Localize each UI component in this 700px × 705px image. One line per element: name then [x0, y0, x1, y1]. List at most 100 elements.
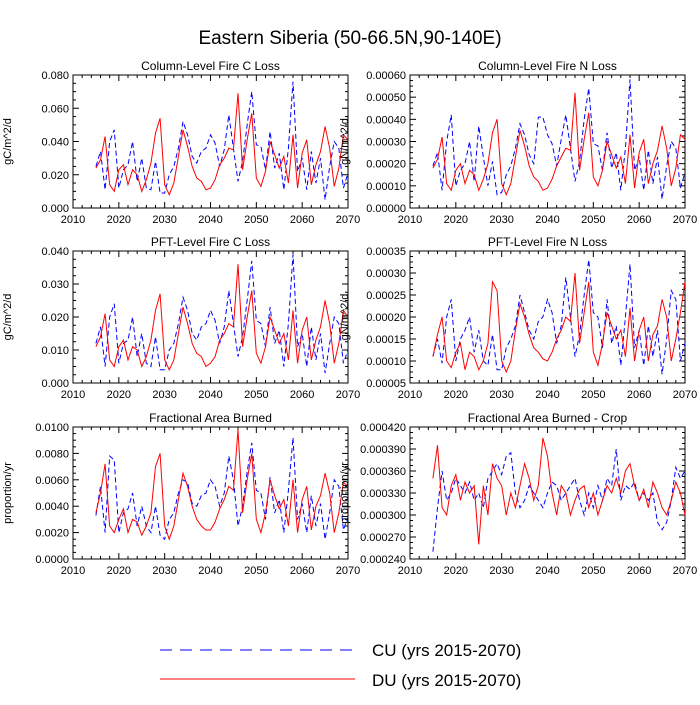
x-tick-label: 2030 — [152, 214, 176, 226]
y-axis-label: proportion/yr — [2, 462, 14, 524]
y-tick-label: 0.000 — [41, 378, 69, 390]
x-tick-label: 2020 — [107, 565, 131, 577]
x-tick-label: 2040 — [198, 389, 222, 401]
chart-panel-4: 2010 2020 2030 2040 2050 2060 2070 0.00005 0.000… — [339, 235, 697, 401]
y-tick-label: 0.030 — [41, 279, 69, 291]
series-line-du — [95, 264, 349, 371]
y-tick-label: 0.010 — [41, 345, 69, 357]
y-axis-label: gN/m^2/d — [339, 294, 351, 341]
chart-title: Column-Level Fire C Loss — [141, 59, 280, 73]
x-tick-label: 2020 — [444, 389, 468, 401]
series-line-cu — [432, 259, 686, 375]
chart-title: Fractional Area Burned - Crop — [468, 411, 628, 425]
x-tick-label: 2020 — [107, 389, 131, 401]
y-tick-label: 0.000420 — [360, 422, 406, 434]
x-tick-label: 2060 — [627, 389, 651, 401]
y-axis-label: gC/m^2/d — [2, 294, 14, 341]
x-tick-label: 2050 — [581, 389, 605, 401]
x-tick-label: 2030 — [152, 389, 176, 401]
series-line-cu — [432, 79, 686, 200]
y-tick-label: 0.000390 — [360, 444, 406, 456]
y-tick-label: 0.0060 — [35, 475, 69, 487]
x-tick-label: 2070 — [673, 565, 697, 577]
x-tick-label: 2010 — [398, 565, 422, 577]
chart-panel-5: 2010 2020 2030 2040 2050 2060 2070 0.0000 0.0020… — [2, 411, 360, 577]
x-tick-label: 2050 — [581, 565, 605, 577]
x-tick-label: 2070 — [336, 389, 360, 401]
x-tick-label: 2040 — [535, 214, 559, 226]
x-tick-label: 2040 — [198, 214, 222, 226]
y-tick-label: 0.040 — [41, 246, 69, 258]
chart-title: PFT-Level Fire C Loss — [151, 235, 270, 249]
series-line-du — [95, 93, 349, 196]
y-tick-label: 0.0040 — [35, 501, 69, 513]
panels: 2010 2020 2030 2040 2050 2060 2070 0.000 0.020 0.… — [2, 59, 697, 577]
x-tick-label: 2060 — [627, 565, 651, 577]
y-tick-label: 0.000240 — [360, 554, 406, 566]
y-tick-label: 0.00015 — [366, 334, 406, 346]
y-tick-label: 0.0100 — [35, 422, 69, 434]
y-tick-label: 0.040 — [41, 137, 69, 149]
y-tick-label: 0.020 — [41, 312, 69, 324]
y-tick-label: 0.020 — [41, 170, 69, 182]
x-tick-label: 2060 — [627, 214, 651, 226]
y-axis-label: proportion/yr — [339, 462, 351, 524]
x-tick-label: 2070 — [673, 214, 697, 226]
plot-frame — [72, 426, 349, 560]
series-line-du — [432, 437, 686, 545]
y-tick-label: 0.000300 — [360, 510, 406, 522]
chart-title: Column-Level Fire N Loss — [478, 59, 617, 73]
x-tick-label: 2020 — [444, 565, 468, 577]
chart-panel-3: 2010 2020 2030 2040 2050 2060 2070 0.000 0.010 0.… — [2, 235, 360, 401]
chart-title: PFT-Level Fire N Loss — [488, 235, 607, 249]
y-tick-label: 0.000 — [41, 203, 69, 215]
series-line-cu — [95, 254, 349, 374]
y-tick-label: 0.00005 — [366, 378, 406, 390]
x-tick-label: 2030 — [489, 565, 513, 577]
x-tick-label: 2020 — [444, 214, 468, 226]
y-tick-label: 0.000360 — [360, 466, 406, 478]
legend-du-label: DU (yrs 2015-2070) — [372, 671, 521, 690]
y-tick-label: 0.000330 — [360, 488, 406, 500]
y-tick-label: 0.00035 — [366, 246, 406, 258]
series-line-cu — [95, 81, 349, 200]
x-tick-label: 2050 — [244, 565, 268, 577]
x-tick-label: 2070 — [336, 565, 360, 577]
x-tick-label: 2010 — [398, 389, 422, 401]
y-tick-label: 0.00010 — [366, 356, 406, 368]
x-tick-label: 2060 — [290, 389, 314, 401]
x-tick-label: 2050 — [581, 214, 605, 226]
x-tick-label: 2010 — [61, 565, 85, 577]
x-tick-label: 2010 — [61, 389, 85, 401]
legend: CU (yrs 2015-2070) DU (yrs 2015-2070) — [160, 641, 521, 690]
y-tick-label: 0.00000 — [366, 203, 406, 215]
chart-panel-1: 2010 2020 2030 2040 2050 2060 2070 0.000 0.020 0.… — [2, 59, 360, 226]
y-tick-label: 0.0080 — [35, 448, 69, 460]
y-tick-label: 0.0020 — [35, 528, 69, 540]
x-tick-label: 2040 — [535, 389, 559, 401]
series-line-du — [95, 429, 349, 541]
x-tick-label: 2010 — [398, 214, 422, 226]
x-tick-label: 2070 — [336, 214, 360, 226]
y-tick-label: 0.00030 — [366, 137, 406, 149]
x-tick-label: 2050 — [244, 214, 268, 226]
x-tick-label: 2070 — [673, 389, 697, 401]
x-tick-label: 2040 — [198, 565, 222, 577]
x-tick-label: 2060 — [290, 214, 314, 226]
y-tick-label: 0.00020 — [366, 159, 406, 171]
y-axis-label: gN/m^2/d — [339, 118, 351, 165]
x-tick-label: 2030 — [152, 565, 176, 577]
series-line-du — [432, 272, 686, 374]
chart-title: Fractional Area Burned — [149, 411, 272, 425]
series-line-du — [432, 92, 686, 197]
x-tick-label: 2020 — [107, 214, 131, 226]
chart-panel-2: 2010 2020 2030 2040 2050 2060 2070 0.00000 0.000… — [339, 59, 697, 226]
y-tick-label: 0.00025 — [366, 290, 406, 302]
y-tick-label: 0.080 — [41, 70, 69, 82]
series-line-cu — [95, 437, 349, 541]
y-axis-label: gC/m^2/d — [2, 118, 14, 165]
y-tick-label: 0.00060 — [366, 70, 406, 82]
x-tick-label: 2030 — [489, 214, 513, 226]
